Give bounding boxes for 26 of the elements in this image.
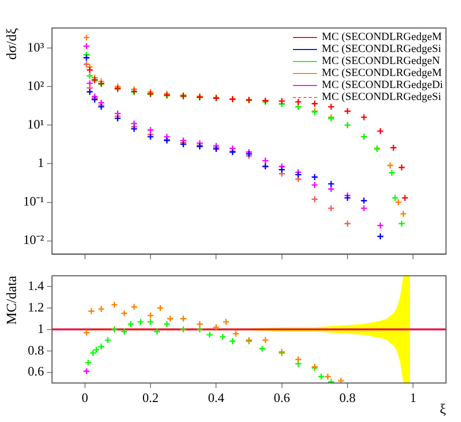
x-axis-title: ξ [440,402,446,418]
x-tick-label: 0.6 [274,390,290,406]
x-tick-label: 0.2 [142,390,159,406]
y-tick-label: 1.4 [28,278,44,293]
x-tick-label: 0.4 [208,390,225,406]
legend-label: MC (SECONDLRGedgeM [322,31,442,43]
y-tick-label: 1.2 [28,299,44,314]
y-tick-label: 0.8 [28,342,44,358]
y-tick-label: 1 [38,155,44,170]
y-tick-label: 10² [27,78,44,93]
legend-label: MC (SECONDLRGedgeM [322,67,442,79]
y-tick-label: 10⁻¹ [23,194,44,209]
legend-label: MC (SECONDLRGedgeSi [322,43,442,55]
legend-label: MC (SECONDLRGedgeDi [322,79,443,91]
y-tick-label: 1 [38,320,44,336]
y-axis-title: dσ/dξ [5,28,20,60]
legend-label: MC (SECONDLRGedgeN [322,55,440,67]
x-tick-label: 1 [410,390,416,406]
x-tick-label: 0.8 [339,390,356,406]
legend-label: MC (SECONDLRGedgeSi [322,91,442,103]
y-tick-label: 10⁻² [23,232,44,248]
x-tick-label: 0 [82,390,88,406]
y-tick-label: 10¹ [27,116,44,132]
y-tick-label: 0.6 [28,364,44,379]
y-axis-title: MC/data [5,275,20,325]
y-tick-label: 10³ [27,39,44,54]
